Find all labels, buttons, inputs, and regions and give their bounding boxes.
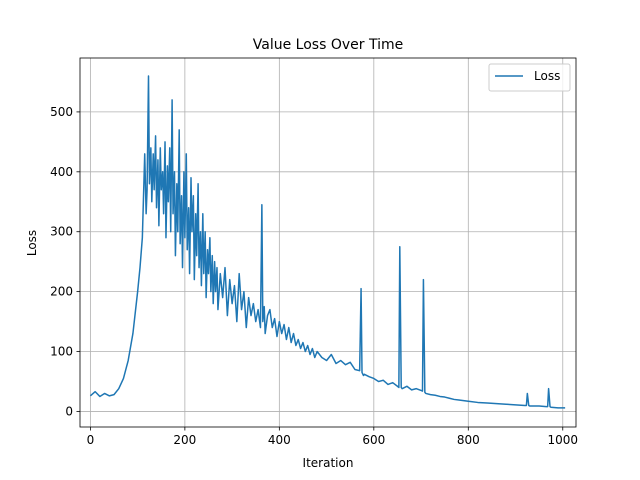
series-line-loss	[89, 75, 566, 409]
y-axis-label: Loss	[25, 230, 39, 256]
y-tick-label: 500	[50, 105, 73, 119]
y-tick-label: 400	[50, 165, 73, 179]
x-tick-label: 0	[87, 433, 95, 447]
legend-box	[488, 63, 571, 92]
axes-frame	[79, 57, 577, 428]
y-tick-label: 200	[50, 285, 73, 299]
y-tick-label: 0	[65, 404, 73, 418]
x-axis-label: Iteration	[303, 456, 354, 470]
y-axis-ticks: 0 100 200 300 400 500	[50, 105, 80, 418]
x-axis-ticks: 0 200 400 600 800 1000	[87, 427, 578, 447]
x-tick-label: 1000	[547, 433, 578, 447]
x-tick-label: 400	[268, 433, 291, 447]
x-tick-label: 200	[173, 433, 196, 447]
plot-area	[89, 75, 566, 409]
chart-title: Value Loss Over Time	[253, 37, 403, 53]
y-tick-label: 100	[50, 345, 73, 359]
x-tick-label: 600	[362, 433, 385, 447]
grid-lines	[80, 58, 576, 427]
y-tick-label: 300	[50, 225, 73, 239]
legend-label-loss: Loss	[534, 69, 560, 83]
legend: Loss	[488, 63, 571, 92]
x-tick-label: 800	[457, 433, 480, 447]
